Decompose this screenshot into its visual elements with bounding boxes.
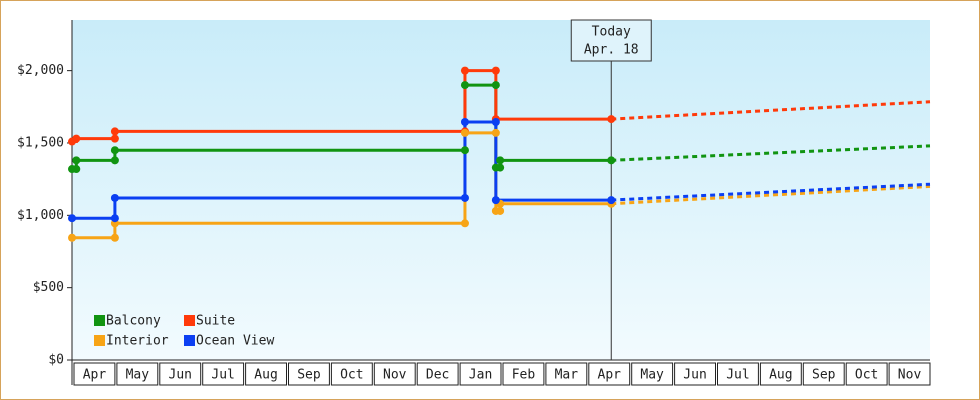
- x-tick-label: May: [640, 368, 664, 383]
- legend-swatch: [184, 335, 195, 346]
- point: [491, 118, 500, 126]
- point: [72, 165, 81, 174]
- point: [68, 233, 76, 242]
- x-cell: [416, 362, 459, 386]
- legend-label: Ocean View: [196, 334, 274, 349]
- plot-area: [72, 20, 930, 360]
- point: [110, 127, 119, 136]
- x-cell: [73, 362, 116, 386]
- point: [110, 134, 119, 143]
- legend-label: Balcony: [106, 314, 161, 329]
- x-tick-label: Nov: [383, 368, 407, 383]
- x-tick-label: Nov: [898, 368, 922, 383]
- point: [496, 206, 505, 215]
- point: [491, 196, 500, 205]
- x-tick-label: Apr: [83, 368, 107, 383]
- projection-line: [611, 182, 931, 202]
- x-cell: [802, 362, 845, 386]
- point: [460, 118, 469, 126]
- x-cell: [545, 362, 588, 386]
- x-tick-label: Jun: [169, 368, 192, 383]
- y-tick-label: $500: [33, 280, 64, 295]
- point: [110, 193, 119, 202]
- x-tick-label: Jul: [211, 368, 234, 383]
- x-cell: [888, 362, 931, 386]
- x-cell: [116, 362, 159, 386]
- x-tick-label: Aug: [769, 368, 792, 383]
- point: [72, 134, 81, 143]
- x-tick-label: Oct: [855, 368, 878, 383]
- point: [607, 156, 616, 165]
- point: [491, 66, 500, 75]
- x-cell: [717, 362, 759, 386]
- point: [110, 233, 119, 242]
- legend-label: Interior: [106, 334, 169, 349]
- x-tick-label: Sep: [812, 368, 836, 383]
- x-tick-label: Jul: [726, 368, 749, 383]
- x-tick-label: Jun: [683, 368, 706, 383]
- x-tick-label: Jan: [469, 368, 492, 383]
- x-tick-label: Feb: [512, 368, 536, 383]
- x-tick-label: Sep: [297, 368, 321, 383]
- x-tick-label: May: [126, 368, 150, 383]
- x-tick-label: Mar: [555, 368, 579, 383]
- point: [68, 214, 76, 223]
- point: [460, 146, 469, 155]
- point: [110, 146, 119, 155]
- x-cell: [373, 362, 416, 386]
- x-cell: [459, 362, 502, 386]
- y-tick-label: $0: [48, 353, 64, 368]
- projection-line: [611, 144, 931, 162]
- y-tick-label: $2,000: [17, 63, 64, 78]
- x-cell: [288, 362, 330, 386]
- today-label: Today: [592, 25, 631, 40]
- point: [72, 156, 81, 165]
- legend-swatch: [94, 335, 105, 346]
- point: [491, 128, 500, 137]
- legend-label: Suite: [196, 314, 235, 329]
- legend-swatch: [94, 315, 105, 326]
- x-cell: [202, 362, 245, 386]
- point: [460, 219, 469, 228]
- point: [110, 156, 119, 165]
- today-box: [570, 19, 652, 62]
- point: [110, 214, 119, 223]
- x-cell: [759, 362, 802, 386]
- point: [460, 81, 469, 90]
- y-tick-label: $1,500: [17, 135, 64, 150]
- x-tick-label: Dec: [426, 368, 449, 383]
- x-tick-label: Aug: [254, 368, 277, 383]
- x-cell: [631, 362, 674, 386]
- point: [491, 81, 500, 90]
- point: [496, 156, 505, 165]
- x-tick-label: Oct: [340, 368, 363, 383]
- point: [460, 66, 469, 75]
- x-tick-label: Apr: [598, 368, 622, 383]
- x-cell: [674, 362, 716, 386]
- x-cell: [845, 362, 888, 386]
- point: [460, 128, 469, 137]
- point: [607, 196, 616, 205]
- x-cell: [588, 362, 631, 386]
- point: [607, 115, 616, 124]
- today-label: Apr. 18: [584, 43, 639, 58]
- y-tick-label: $1,000: [17, 208, 64, 223]
- point: [496, 163, 505, 172]
- x-cell: [159, 362, 202, 386]
- x-cell: [502, 362, 545, 386]
- point: [460, 193, 469, 202]
- legend-swatch: [184, 315, 195, 326]
- x-cell: [330, 362, 373, 386]
- x-cell: [245, 362, 288, 386]
